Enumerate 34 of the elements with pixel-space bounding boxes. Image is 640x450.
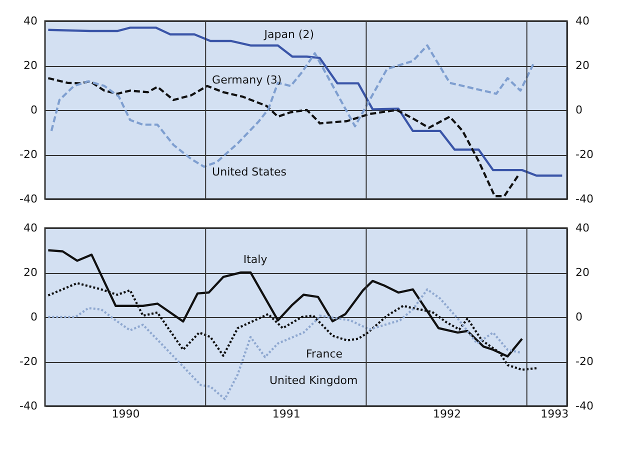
- y2-tick-label: -40: [576, 400, 594, 412]
- y2-tick-label: 40: [576, 222, 590, 234]
- series-label: Japan (2): [263, 28, 314, 42]
- y-tick-label: -40: [20, 400, 38, 412]
- x-tick-label: 1992: [433, 408, 462, 420]
- x-tick-label: 1993: [540, 408, 569, 420]
- series-label: Italy: [243, 253, 268, 266]
- y-tick-label: 20: [24, 59, 38, 72]
- series-label: France: [306, 347, 343, 360]
- y-tick-label: 20: [24, 266, 38, 279]
- y2-tick-label: 0: [576, 310, 582, 324]
- y-tick-label: 40: [24, 222, 38, 234]
- line-series: [47, 77, 520, 198]
- y2-tick-label: -20: [576, 355, 594, 368]
- y2-tick-label: 20: [576, 59, 590, 72]
- x-tick-label: 1991: [272, 408, 300, 420]
- y2-tick-label: 20: [576, 266, 590, 279]
- y-tick-label: -20: [20, 355, 38, 368]
- y-tick-label: 0: [30, 104, 38, 116]
- line-series: [50, 44, 534, 168]
- y2-tick-label: 40: [576, 14, 590, 28]
- series-label: United States: [212, 165, 287, 178]
- x-tick-label: 1990: [112, 408, 140, 420]
- line-series: [47, 26, 564, 177]
- y2-tick-label: -20: [576, 148, 594, 161]
- y2-tick-label: 0: [576, 104, 582, 116]
- y-tick-label: -40: [20, 192, 38, 206]
- y2-tick-label: -40: [576, 192, 594, 206]
- line-series: [47, 288, 522, 400]
- y-tick-label: -20: [20, 148, 38, 161]
- series-label: Germany (3): [212, 74, 282, 87]
- y-tick-label: 40: [24, 14, 38, 28]
- y-tick-label: 0: [30, 310, 38, 324]
- series-label: United Kingdom: [269, 374, 358, 388]
